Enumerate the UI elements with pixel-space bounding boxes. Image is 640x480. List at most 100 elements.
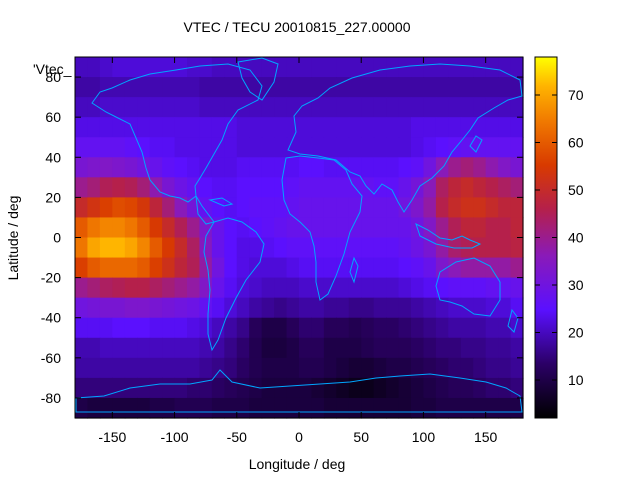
heatmap-cell (124, 257, 138, 279)
heatmap-cell (473, 157, 487, 178)
heatmap-cell (75, 317, 89, 339)
heatmap-cell (386, 377, 400, 399)
heatmap-cell (398, 97, 412, 118)
heatmap-cell (162, 77, 176, 98)
heatmap-cell (286, 217, 300, 239)
heatmap-cell (460, 57, 474, 78)
heatmap-cell (336, 197, 350, 219)
heatmap-cell (224, 357, 238, 379)
heatmap-cell (373, 77, 387, 98)
heatmap-cell (187, 137, 201, 158)
heatmap-cell (510, 277, 524, 299)
heatmap-cell (112, 177, 126, 198)
heatmap-cell (274, 237, 288, 259)
heatmap-cell (75, 157, 89, 178)
coastline-south-america (203, 217, 265, 352)
heatmap-cell (274, 297, 288, 319)
heatmap-cell (323, 297, 337, 319)
heatmap-cell (224, 157, 238, 178)
heatmap-cell (311, 97, 325, 118)
heatmap-cell (224, 377, 238, 399)
heatmap-cell (224, 237, 238, 259)
heatmap-cell (112, 157, 126, 178)
heatmap-cell (112, 97, 126, 118)
legend-label: 'Vtec_ (33, 61, 72, 77)
heatmap-cell (261, 77, 275, 98)
heatmap-cell (174, 237, 188, 259)
heatmap-cell (510, 297, 524, 319)
heatmap-cell (286, 97, 300, 118)
heatmap-cell (373, 217, 387, 239)
heatmap-cell (162, 137, 176, 158)
x-tick-label: 150 (474, 429, 498, 445)
heatmap-cell (174, 297, 188, 319)
heatmap-cell (398, 237, 412, 259)
heatmap-cell (323, 137, 337, 158)
heatmap-cell (249, 337, 263, 359)
heatmap-cell (510, 397, 524, 419)
heatmap-cell (323, 197, 337, 219)
heatmap-cell (174, 137, 188, 158)
heatmap-cell (286, 57, 300, 78)
heatmap-cell (423, 77, 437, 98)
colorbar-tick-label: 50 (568, 182, 584, 198)
heatmap-cell (361, 117, 375, 138)
heatmap-cell (261, 97, 275, 118)
heatmap-cell (87, 157, 101, 178)
heatmap-cell (99, 77, 113, 98)
heatmap-cell (311, 237, 325, 259)
heatmap-cell (498, 277, 512, 299)
heatmap-cell (286, 317, 300, 339)
heatmap-cell (398, 197, 412, 219)
heatmap-cell (236, 177, 250, 198)
heatmap-cell (211, 317, 225, 339)
heatmap-cell (423, 397, 437, 419)
heatmap-cell (361, 357, 375, 379)
heatmap-cell (211, 57, 225, 78)
heatmap-cell (149, 337, 163, 359)
x-tick-label: 0 (295, 429, 303, 445)
heatmap-cell (411, 177, 425, 198)
heatmap-cell (423, 257, 437, 279)
heatmap-cell (249, 297, 263, 319)
colorbar-tick-label: 70 (568, 87, 584, 103)
heatmap-cell (460, 157, 474, 178)
heatmap-cell (75, 117, 89, 138)
heatmap-cell (373, 117, 387, 138)
heatmap-cell (274, 137, 288, 158)
colorbar-tick-label: 40 (568, 230, 584, 246)
heatmap-cell (87, 357, 101, 379)
heatmap-cell (498, 217, 512, 239)
heatmap-cell (448, 317, 462, 339)
heatmap-cell (435, 217, 449, 239)
heatmap-cell (286, 77, 300, 98)
heatmap-cell (187, 337, 201, 359)
heatmap-cell (435, 177, 449, 198)
heatmap-cell (137, 77, 151, 98)
heatmap-cell (75, 397, 89, 419)
heatmap-cell (187, 377, 201, 399)
heatmap-cell (187, 257, 201, 279)
heatmap-cell (411, 277, 425, 299)
heatmap-cell (411, 297, 425, 319)
heatmap-cell (112, 237, 126, 259)
heatmap-cell (124, 397, 138, 419)
y-tick-label: 20 (45, 189, 61, 205)
heatmap-cell (398, 137, 412, 158)
heatmap-cell (274, 317, 288, 339)
heatmap-cell (510, 97, 524, 118)
heatmap-cell (323, 217, 337, 239)
heatmap-cell (498, 257, 512, 279)
heatmap-cell (274, 357, 288, 379)
heatmap-cell (373, 317, 387, 339)
heatmap-cell (386, 237, 400, 259)
heatmap-cell (174, 177, 188, 198)
heatmap-cell (373, 197, 387, 219)
heatmap-cell (485, 137, 499, 158)
heatmap-cell (199, 297, 213, 319)
heatmap-cell (323, 397, 337, 419)
heatmap-cell (485, 277, 499, 299)
heatmap-cell (323, 317, 337, 339)
heatmap-cell (311, 377, 325, 399)
